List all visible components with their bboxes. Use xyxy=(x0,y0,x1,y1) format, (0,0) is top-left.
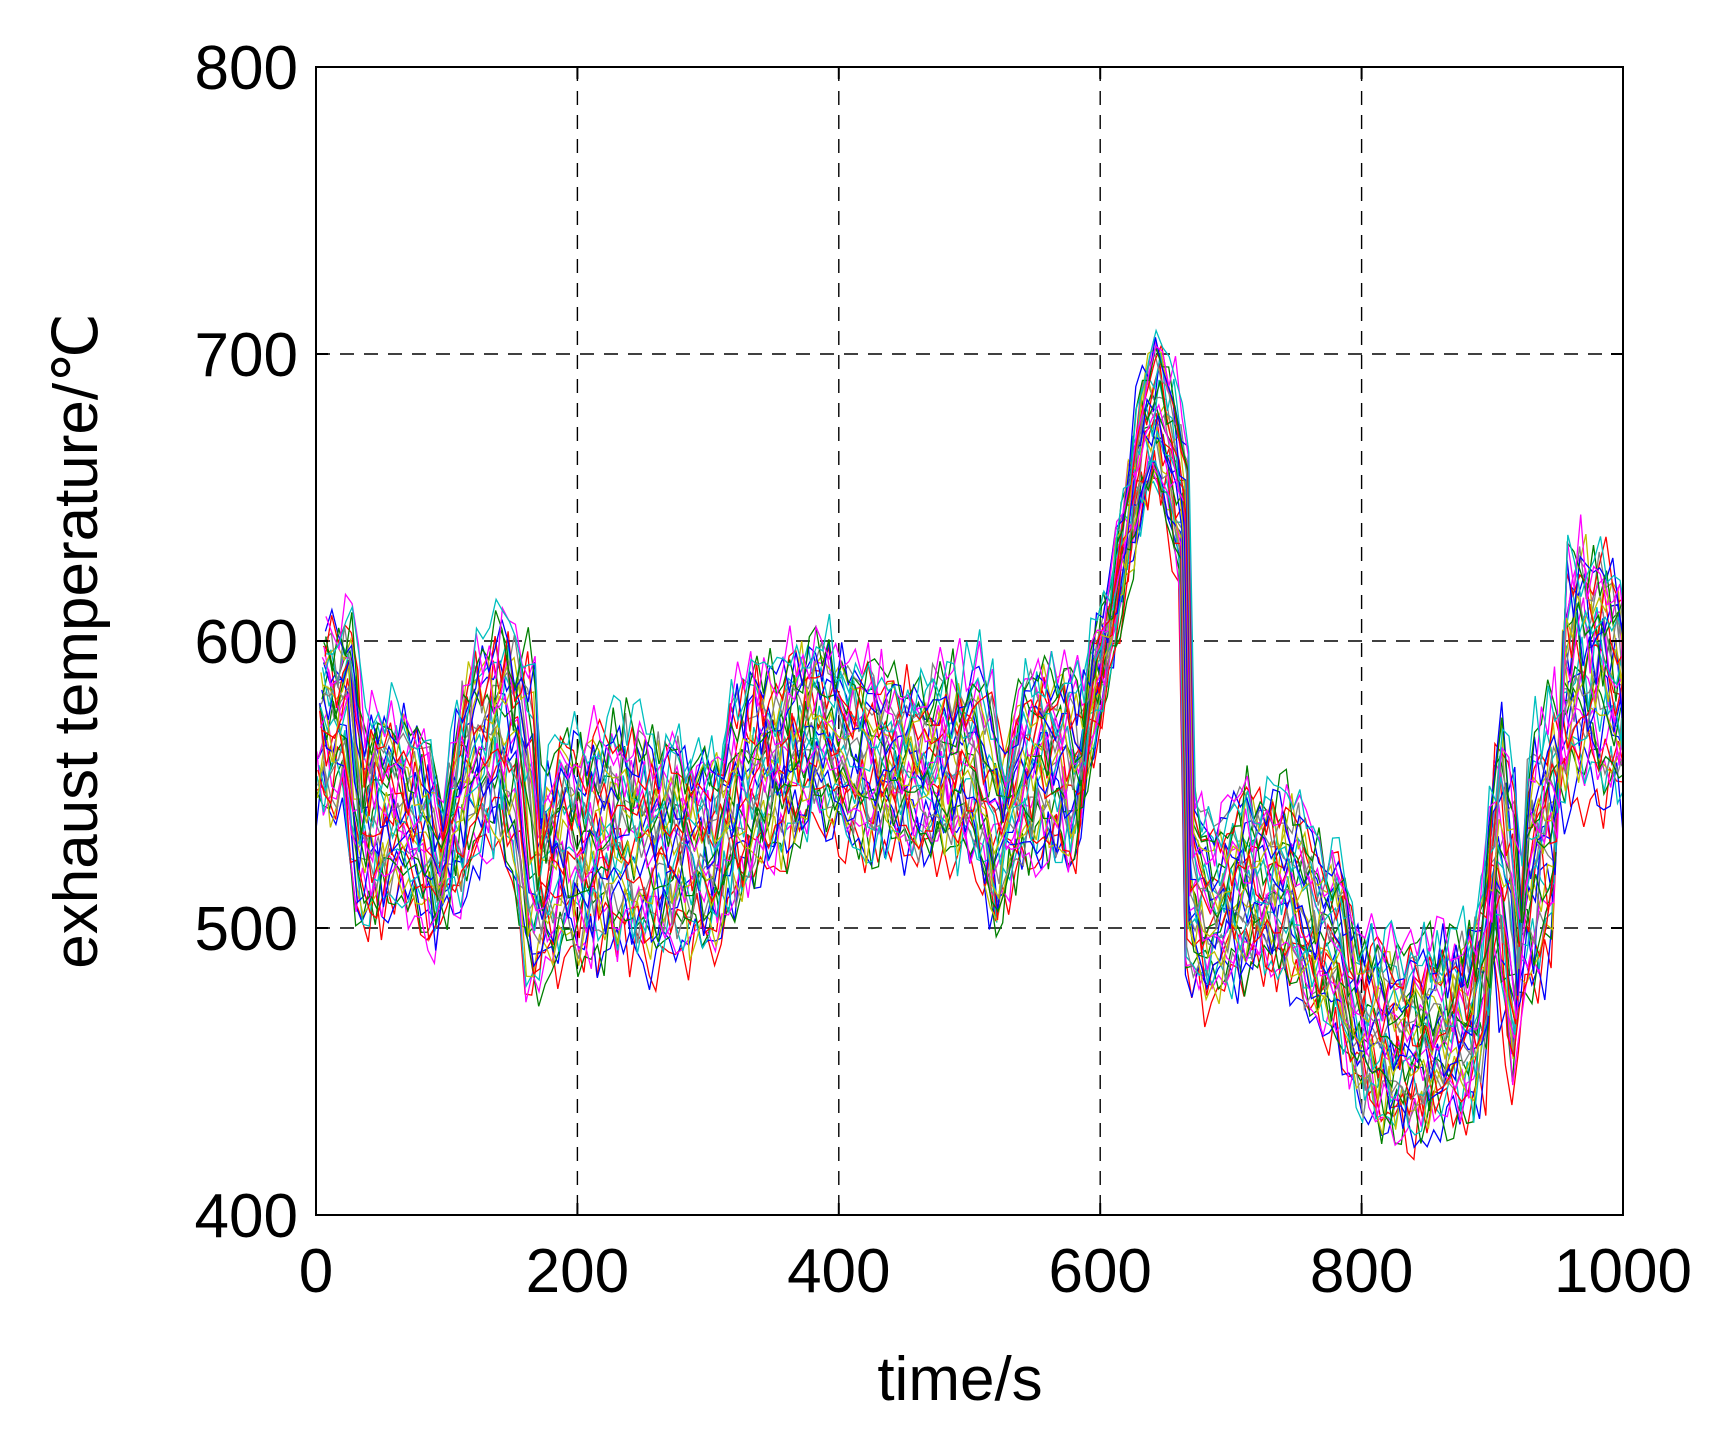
x-tick-label-2: 400 xyxy=(787,1237,890,1306)
y-axis-label: exhaust temperature/℃ xyxy=(42,313,111,969)
series-line-5 xyxy=(316,478,1623,1136)
series-line-34 xyxy=(324,348,1623,1012)
y-tick-label-4: 800 xyxy=(195,34,298,103)
series-line-16 xyxy=(319,436,1623,1079)
series-line-9 xyxy=(317,460,1623,1130)
y-tick-label-0: 400 xyxy=(195,1182,298,1251)
x-tick-label-0: 0 xyxy=(299,1237,333,1306)
series-line-39 xyxy=(325,345,1623,963)
x-tick-label-3: 600 xyxy=(1048,1237,1151,1306)
y-axis-tick-labels: 400 500 600 700 800 xyxy=(195,34,298,1251)
series-line-40 xyxy=(326,328,1623,986)
series-line-4 xyxy=(316,471,1623,1147)
y-tick-label-2: 600 xyxy=(195,608,298,677)
x-tick-label-5: 1000 xyxy=(1554,1237,1692,1306)
series-line-38 xyxy=(325,344,1623,978)
series-line-29 xyxy=(322,363,1623,1022)
series-line-11 xyxy=(317,452,1623,1117)
data-series-group xyxy=(316,328,1623,1161)
series-line-12 xyxy=(318,460,1623,1103)
y-tick-label-3: 700 xyxy=(195,321,298,390)
series-line-18 xyxy=(319,406,1623,1070)
x-axis-tick-labels: 0 200 400 600 800 1000 xyxy=(299,1237,1692,1306)
x-axis-label: time/s xyxy=(877,1345,1042,1414)
y-tick-label-1: 500 xyxy=(195,895,298,964)
axis-ticks xyxy=(315,66,1624,1216)
series-line-7 xyxy=(316,462,1623,1124)
x-tick-label-4: 800 xyxy=(1310,1237,1413,1306)
x-tick-label-1: 200 xyxy=(526,1237,629,1306)
